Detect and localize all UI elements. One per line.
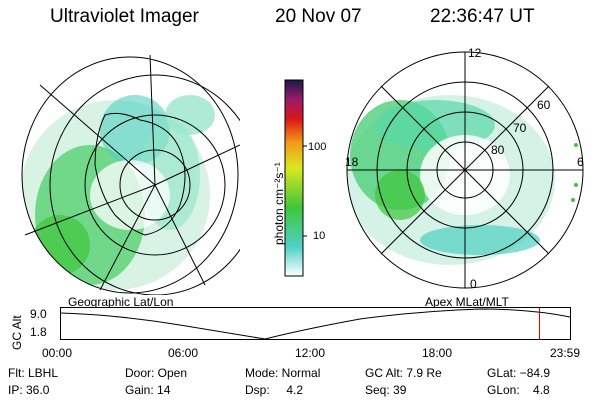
lat-label-60: 60 bbox=[537, 98, 551, 112]
altitude-plot bbox=[60, 307, 571, 340]
colorbar-label: photon cm⁻²s⁻¹ bbox=[272, 162, 286, 245]
altitude-curve bbox=[60, 308, 571, 340]
polar-plot bbox=[346, 51, 584, 289]
xtick-1800: 18:00 bbox=[422, 346, 453, 360]
geographic-map bbox=[21, 55, 240, 295]
date-label: 20 Nov 07 bbox=[275, 6, 362, 27]
gc-alt-info: GC Alt: 7.9 Re bbox=[365, 366, 442, 380]
lat-label-80: 80 bbox=[491, 143, 505, 157]
geo-caption: Geographic Lat/Lon bbox=[68, 295, 174, 309]
colorbar-tick-100: 100 bbox=[308, 141, 327, 153]
glat-info: GLat: −84.9 bbox=[487, 366, 551, 380]
app-title: Ultraviolet Imager bbox=[50, 6, 199, 27]
door-info: Door: Open bbox=[125, 366, 188, 380]
lat-label-70: 70 bbox=[513, 121, 527, 135]
mlt-label-6: 6 bbox=[577, 155, 584, 169]
gain-info: Gain: 14 bbox=[125, 383, 171, 397]
filter-info: Flt: LBHL bbox=[8, 366, 59, 380]
ip-info: IP: 36.0 bbox=[8, 383, 50, 397]
altitude-ylabel: GC Alt bbox=[10, 315, 24, 350]
glon-info: GLon: 4.8 bbox=[487, 383, 550, 397]
altitude-ytick-top: 9.0 bbox=[30, 307, 47, 321]
colorbar-gradient bbox=[284, 79, 304, 277]
colorbar bbox=[284, 79, 307, 277]
mlt-label-18: 18 bbox=[345, 155, 359, 169]
time-label: 22:36:47 UT bbox=[430, 6, 535, 27]
mlt-label-0: 0 bbox=[470, 277, 477, 291]
dsp-info: Dsp: 4.2 bbox=[245, 383, 304, 397]
polar-grid bbox=[346, 51, 584, 289]
geo-grid bbox=[24, 55, 240, 295]
geo-aurora-image bbox=[22, 57, 238, 293]
mode-info: Mode: Normal bbox=[245, 366, 321, 380]
xtick-1200: 12:00 bbox=[295, 346, 326, 360]
xtick-0000: 00:00 bbox=[42, 346, 73, 360]
xtick-2359: 23:59 bbox=[550, 346, 581, 360]
mlt-label-12: 12 bbox=[468, 46, 482, 60]
polar-caption: Apex MLat/MLT bbox=[425, 295, 509, 309]
altitude-ytick-bottom: 1.8 bbox=[30, 325, 47, 339]
colorbar-tick-10: 10 bbox=[313, 230, 326, 242]
seq-info: Seq: 39 bbox=[365, 383, 407, 397]
xtick-0600: 06:00 bbox=[168, 346, 199, 360]
coastline-shape bbox=[94, 112, 186, 236]
